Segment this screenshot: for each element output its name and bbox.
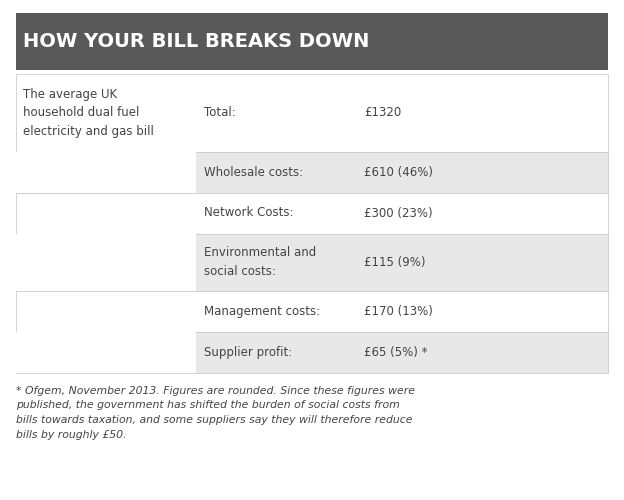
Text: £1320: £1320 bbox=[364, 106, 401, 119]
Text: Management costs:: Management costs: bbox=[204, 305, 320, 318]
FancyBboxPatch shape bbox=[16, 332, 608, 373]
Text: £610 (46%): £610 (46%) bbox=[364, 166, 433, 178]
Text: £115 (9%): £115 (9%) bbox=[364, 256, 426, 268]
Text: £65 (5%) *: £65 (5%) * bbox=[364, 346, 427, 359]
FancyBboxPatch shape bbox=[16, 332, 197, 373]
Text: £300 (23%): £300 (23%) bbox=[364, 206, 432, 220]
Text: £170 (13%): £170 (13%) bbox=[364, 305, 433, 318]
FancyBboxPatch shape bbox=[16, 152, 608, 192]
FancyBboxPatch shape bbox=[16, 12, 608, 70]
FancyBboxPatch shape bbox=[16, 152, 197, 192]
FancyBboxPatch shape bbox=[16, 234, 608, 291]
Text: HOW YOUR BILL BREAKS DOWN: HOW YOUR BILL BREAKS DOWN bbox=[23, 32, 369, 51]
Text: The average UK
household dual fuel
electricity and gas bill: The average UK household dual fuel elect… bbox=[23, 88, 154, 138]
Text: Total:: Total: bbox=[204, 106, 236, 119]
Text: Environmental and
social costs:: Environmental and social costs: bbox=[204, 246, 316, 278]
FancyBboxPatch shape bbox=[16, 74, 608, 152]
Text: * Ofgem, November 2013. Figures are rounded. Since these figures were
published,: * Ofgem, November 2013. Figures are roun… bbox=[16, 386, 414, 440]
Text: Network Costs:: Network Costs: bbox=[204, 206, 293, 220]
Text: Wholesale costs:: Wholesale costs: bbox=[204, 166, 303, 178]
FancyBboxPatch shape bbox=[16, 192, 608, 234]
Text: Supplier profit:: Supplier profit: bbox=[204, 346, 292, 359]
FancyBboxPatch shape bbox=[16, 234, 197, 291]
FancyBboxPatch shape bbox=[16, 291, 608, 332]
